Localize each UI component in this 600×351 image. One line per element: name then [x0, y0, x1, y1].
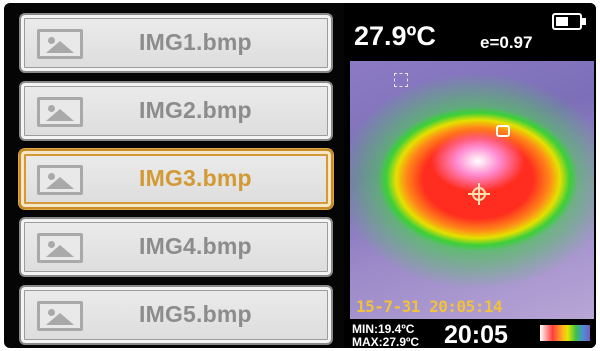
clock: 20:05 [444, 321, 508, 348]
file-item-img2[interactable]: IMG2.bmp [19, 81, 333, 141]
image-icon [37, 29, 83, 59]
min-temperature: MIN:19.4ºC [352, 322, 415, 336]
file-item-label: IMG1.bmp [139, 29, 252, 55]
thermal-image: 15-7-31 20:05:14 [350, 61, 594, 319]
capture-timestamp: 15-7-31 20:05:14 [356, 297, 503, 316]
file-item-label: IMG2.bmp [139, 97, 252, 123]
file-item-img4[interactable]: IMG4.bmp [19, 217, 333, 277]
max-temperature: MAX:27.9ºC [352, 335, 420, 349]
cold-spot-icon [394, 73, 408, 87]
center-temperature: 27.9ºC [354, 21, 436, 51]
file-item-img5[interactable]: IMG5.bmp [19, 285, 333, 345]
image-icon [37, 233, 83, 263]
image-icon [37, 165, 83, 195]
image-icon [37, 301, 83, 331]
battery-icon [552, 13, 586, 30]
file-item-label: IMG4.bmp [139, 233, 252, 259]
color-palette-bar [540, 325, 590, 341]
file-item-label: IMG5.bmp [139, 301, 252, 327]
thermal-preview-panel: 27.9ºC e=0.97 15-7-31 20:05:14 MIN:19.4º… [344, 3, 596, 348]
image-icon [37, 97, 83, 127]
thermal-camera-screen: IMG1.bmp IMG2.bmp IMG3.bmp IMG4.bmp IMG5… [4, 3, 596, 348]
emissivity-value: e=0.97 [480, 33, 533, 52]
file-item-label: IMG3.bmp [139, 165, 252, 191]
min-max-readout: MIN:19.4ºC MAX:27.9ºC [352, 322, 420, 349]
hot-spot-icon [496, 125, 510, 137]
image-file-list: IMG1.bmp IMG2.bmp IMG3.bmp IMG4.bmp IMG5… [13, 3, 339, 348]
file-item-img1[interactable]: IMG1.bmp [19, 13, 333, 73]
crosshair-icon [468, 183, 490, 205]
file-item-img3[interactable]: IMG3.bmp [19, 149, 333, 209]
